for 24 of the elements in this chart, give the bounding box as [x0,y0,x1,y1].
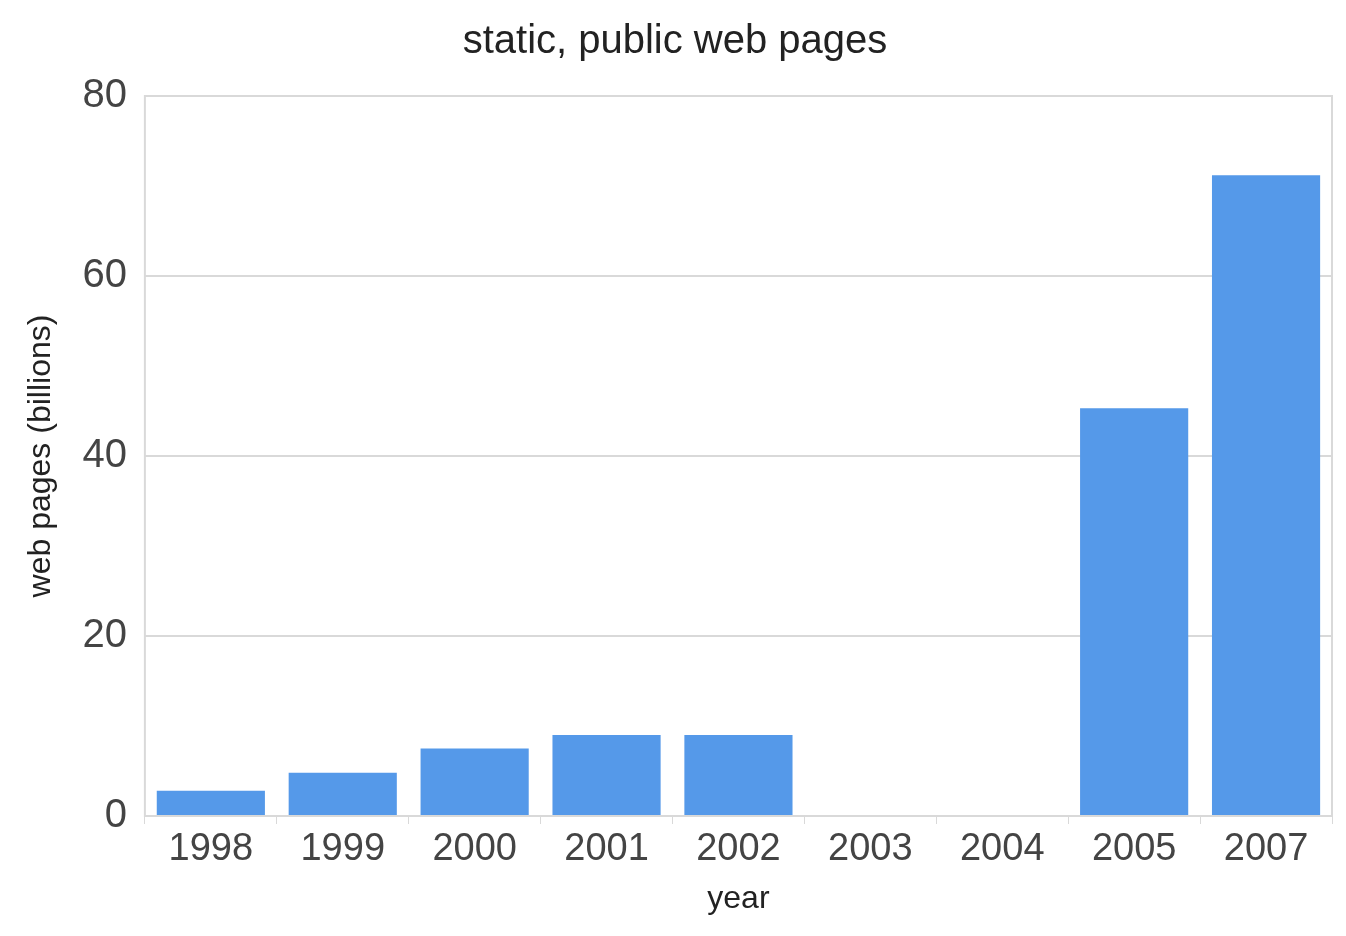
bar [156,790,265,815]
x-axis-title: year [707,878,770,915]
y-tick-label: 80 [82,71,127,116]
y-tick-label: 20 [82,611,127,656]
x-tick-label: 2004 [959,826,1045,869]
bar [420,748,529,815]
bar [288,772,397,815]
chart-title: static, public web pages [462,17,888,62]
bar [1211,175,1321,815]
bar [1080,408,1189,815]
x-tick-label: 1999 [300,826,386,869]
x-tick-label: 2002 [696,826,781,869]
x-tick-label: 2000 [432,826,517,869]
x-tick-label: 1998 [168,826,254,869]
x-tick-label: 2005 [1091,826,1177,869]
x-tick-label: 2007 [1223,826,1309,869]
bar [552,735,661,815]
y-tick-label: 40 [82,431,127,476]
x-tick-label: 2003 [828,826,913,869]
y-axis-title: web pages (billions) [21,314,58,599]
y-tick-label: 0 [104,791,127,836]
x-tick-label: 2001 [564,826,649,869]
y-tick-label: 60 [82,251,127,296]
bar [684,735,793,815]
